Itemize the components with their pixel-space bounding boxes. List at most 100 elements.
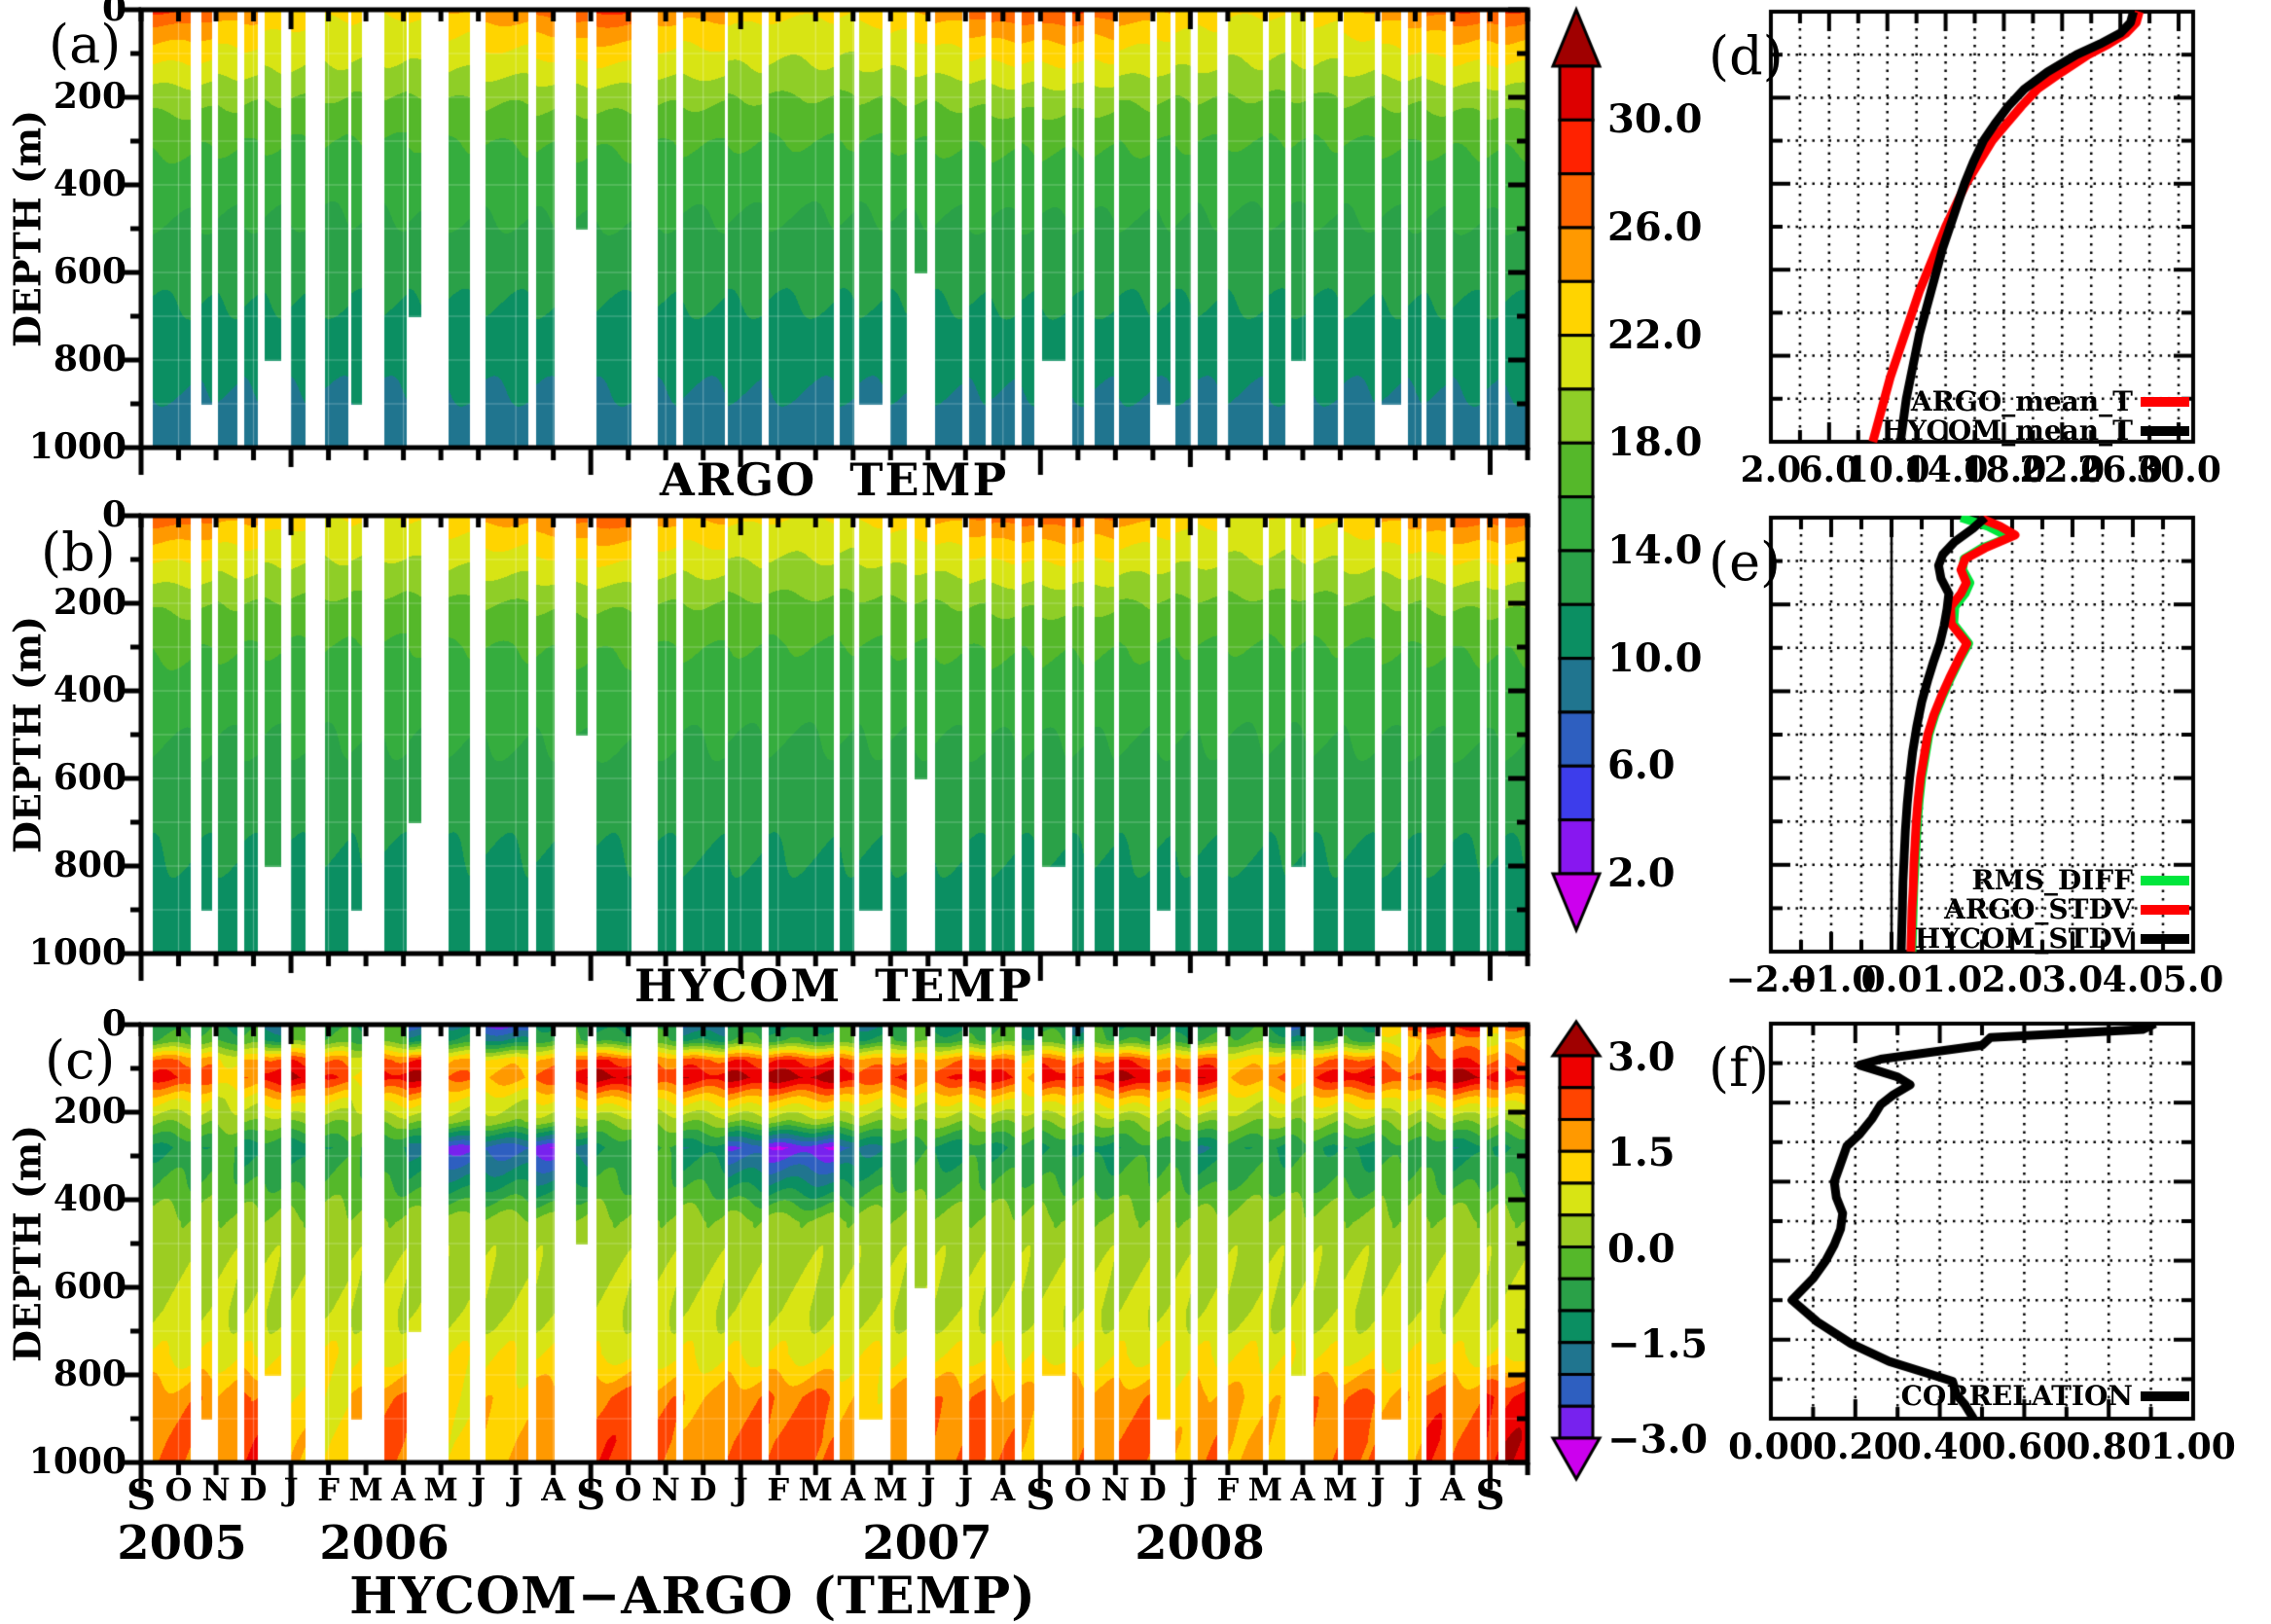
month-tick-label: A — [391, 1471, 416, 1508]
x-tick-label: 26.0 — [2077, 450, 2164, 490]
month-tick-label: J — [733, 1471, 748, 1508]
x-tick-label: 1.0 — [1921, 959, 1983, 1000]
temp-colorbar-tick-label: 26.0 — [1607, 203, 1703, 250]
depth-tick-label: 400 — [53, 669, 126, 710]
month-tick-label: F — [767, 1471, 790, 1508]
month-tick-label: J — [920, 1471, 936, 1508]
x-tick-label: 0.60 — [1981, 1426, 2068, 1467]
month-tick-label: S — [575, 1471, 606, 1519]
depth-tick-label: 1000 — [28, 932, 126, 973]
depth-tick-label: 200 — [53, 1091, 126, 1132]
x-tick-label: 10.0 — [1844, 450, 1930, 490]
depth-tick-label: 0 — [101, 494, 126, 535]
legend-swatch-hycom_stdv — [2141, 934, 2189, 944]
legend-swatch-correlation — [2141, 1391, 2189, 1401]
x-tick-label: 0.0 — [1860, 959, 1923, 1000]
anom-colorbar-tick-label: −1.5 — [1607, 1320, 1709, 1367]
depth-tick-label: 200 — [53, 76, 126, 117]
depth-axis-label-c: DEPTH (m) — [5, 1124, 50, 1363]
temp-colorbar-tick-label: 22.0 — [1607, 311, 1703, 358]
x-tick-label: 14.0 — [1902, 450, 1989, 490]
panel-b-title: HYCOM TEMP — [634, 959, 1033, 1012]
depth-tick-label: 800 — [53, 845, 126, 885]
x-tick-label: 0.00 — [1728, 1426, 1814, 1467]
temp-colorbar-tick-label: 18.0 — [1607, 419, 1703, 466]
month-tick-label: S — [1475, 1471, 1505, 1519]
month-tick-label: O — [1063, 1471, 1092, 1508]
x-tick-label: −2.0 — [1725, 959, 1817, 1000]
legend-label-rms_diff: RMS_DIFF — [1971, 864, 2133, 896]
depth-tick-label: 200 — [53, 582, 126, 623]
month-tick-label: A — [1290, 1471, 1316, 1508]
anom-colorbar-tick-label: −3.0 — [1607, 1417, 1709, 1462]
month-tick-label: J — [957, 1471, 973, 1508]
x-tick-label: 22.0 — [2019, 450, 2106, 490]
x-tick-label: 1.00 — [2150, 1426, 2236, 1467]
x-tick-label: 0.40 — [1896, 1426, 1983, 1467]
x-tick-label: 5.0 — [2162, 959, 2224, 1000]
month-tick-label: F — [317, 1471, 340, 1508]
temp-colorbar-tick-label: 30.0 — [1607, 96, 1703, 143]
month-tick-label: D — [239, 1471, 268, 1508]
x-tick-label: −1.0 — [1785, 959, 1877, 1000]
legend-swatch-rms_diff — [2141, 876, 2189, 885]
panel-a-label: (a) — [49, 14, 122, 75]
depth-tick-label: 600 — [53, 251, 126, 292]
legend-swatch-argo_stdv — [2141, 905, 2189, 915]
depth-axis-label-a: DEPTH (m) — [5, 109, 50, 348]
panel-e-label: (e) — [1709, 531, 1782, 593]
legend-label-argo_stdv: ARGO_STDV — [1944, 893, 2133, 925]
depth-tick-label: 1000 — [28, 1441, 126, 1482]
x-tick-label: 6.0 — [1798, 450, 1860, 490]
depth-tick-label: 400 — [53, 1178, 126, 1219]
month-tick-label: A — [841, 1471, 866, 1508]
month-tick-label: J — [508, 1471, 523, 1508]
legend-swatch-argo_mean_t — [2141, 397, 2189, 407]
month-tick-label: S — [126, 1471, 157, 1519]
anom-colorbar-tick-label: 0.0 — [1607, 1225, 1676, 1272]
month-tick-label: O — [164, 1471, 193, 1508]
depth-tick-label: 400 — [53, 163, 126, 204]
month-tick-label: O — [614, 1471, 642, 1508]
month-tick-label: J — [1407, 1471, 1424, 1508]
x-tick-label: 0.80 — [2066, 1426, 2152, 1467]
panel-a-title: ARGO TEMP — [659, 453, 1009, 506]
month-tick-label: S — [1026, 1471, 1056, 1519]
anom-colorbar-tick-label: 1.5 — [1607, 1130, 1676, 1176]
month-tick-label: D — [1138, 1471, 1167, 1508]
month-tick-label: J — [1182, 1471, 1198, 1508]
month-tick-label: N — [201, 1471, 231, 1508]
depth-axis-label-b: DEPTH (m) — [5, 615, 50, 854]
month-tick-label: A — [541, 1471, 566, 1508]
x-tick-label: 3.0 — [2041, 959, 2104, 1000]
depth-tick-label: 600 — [53, 757, 126, 798]
figure-main-title: HYCOM−ARGO (TEMP) — [349, 1567, 1036, 1624]
panel-d-label: (d) — [1709, 25, 1784, 87]
depth-tick-label: 1000 — [28, 426, 126, 467]
x-tick-label: 30.0 — [2136, 450, 2221, 490]
month-tick-label: J — [1370, 1471, 1386, 1508]
depth-tick-label: 0 — [101, 0, 126, 29]
x-tick-label: 2.0 — [1981, 959, 2043, 1000]
panel-c-label: (c) — [45, 1029, 116, 1091]
month-tick-label: M — [348, 1471, 383, 1508]
month-tick-label: F — [1216, 1471, 1240, 1508]
temp-colorbar-tick-label: 14.0 — [1607, 526, 1703, 573]
month-tick-label: A — [1440, 1471, 1465, 1508]
month-tick-label: D — [689, 1471, 717, 1508]
legend-label-argo_mean_t: ARGO_mean_T — [1910, 385, 2133, 417]
x-tick-label: 0.20 — [1812, 1426, 1898, 1467]
x-tick-label: 2.0 — [1740, 450, 1802, 490]
year-label: 2005 — [117, 1516, 247, 1570]
temp-colorbar-tick-label: 2.0 — [1607, 849, 1676, 896]
depth-tick-label: 600 — [53, 1266, 126, 1307]
month-tick-label: N — [651, 1471, 680, 1508]
year-label: 2008 — [1135, 1516, 1265, 1570]
x-tick-label: 18.0 — [1961, 450, 2047, 490]
month-tick-label: J — [283, 1471, 299, 1508]
legend-label-hycom_mean_t: HYCOM_mean_T — [1881, 415, 2133, 447]
anom-colorbar-tick-label: 3.0 — [1607, 1034, 1676, 1080]
depth-tick-label: 0 — [101, 1003, 126, 1044]
